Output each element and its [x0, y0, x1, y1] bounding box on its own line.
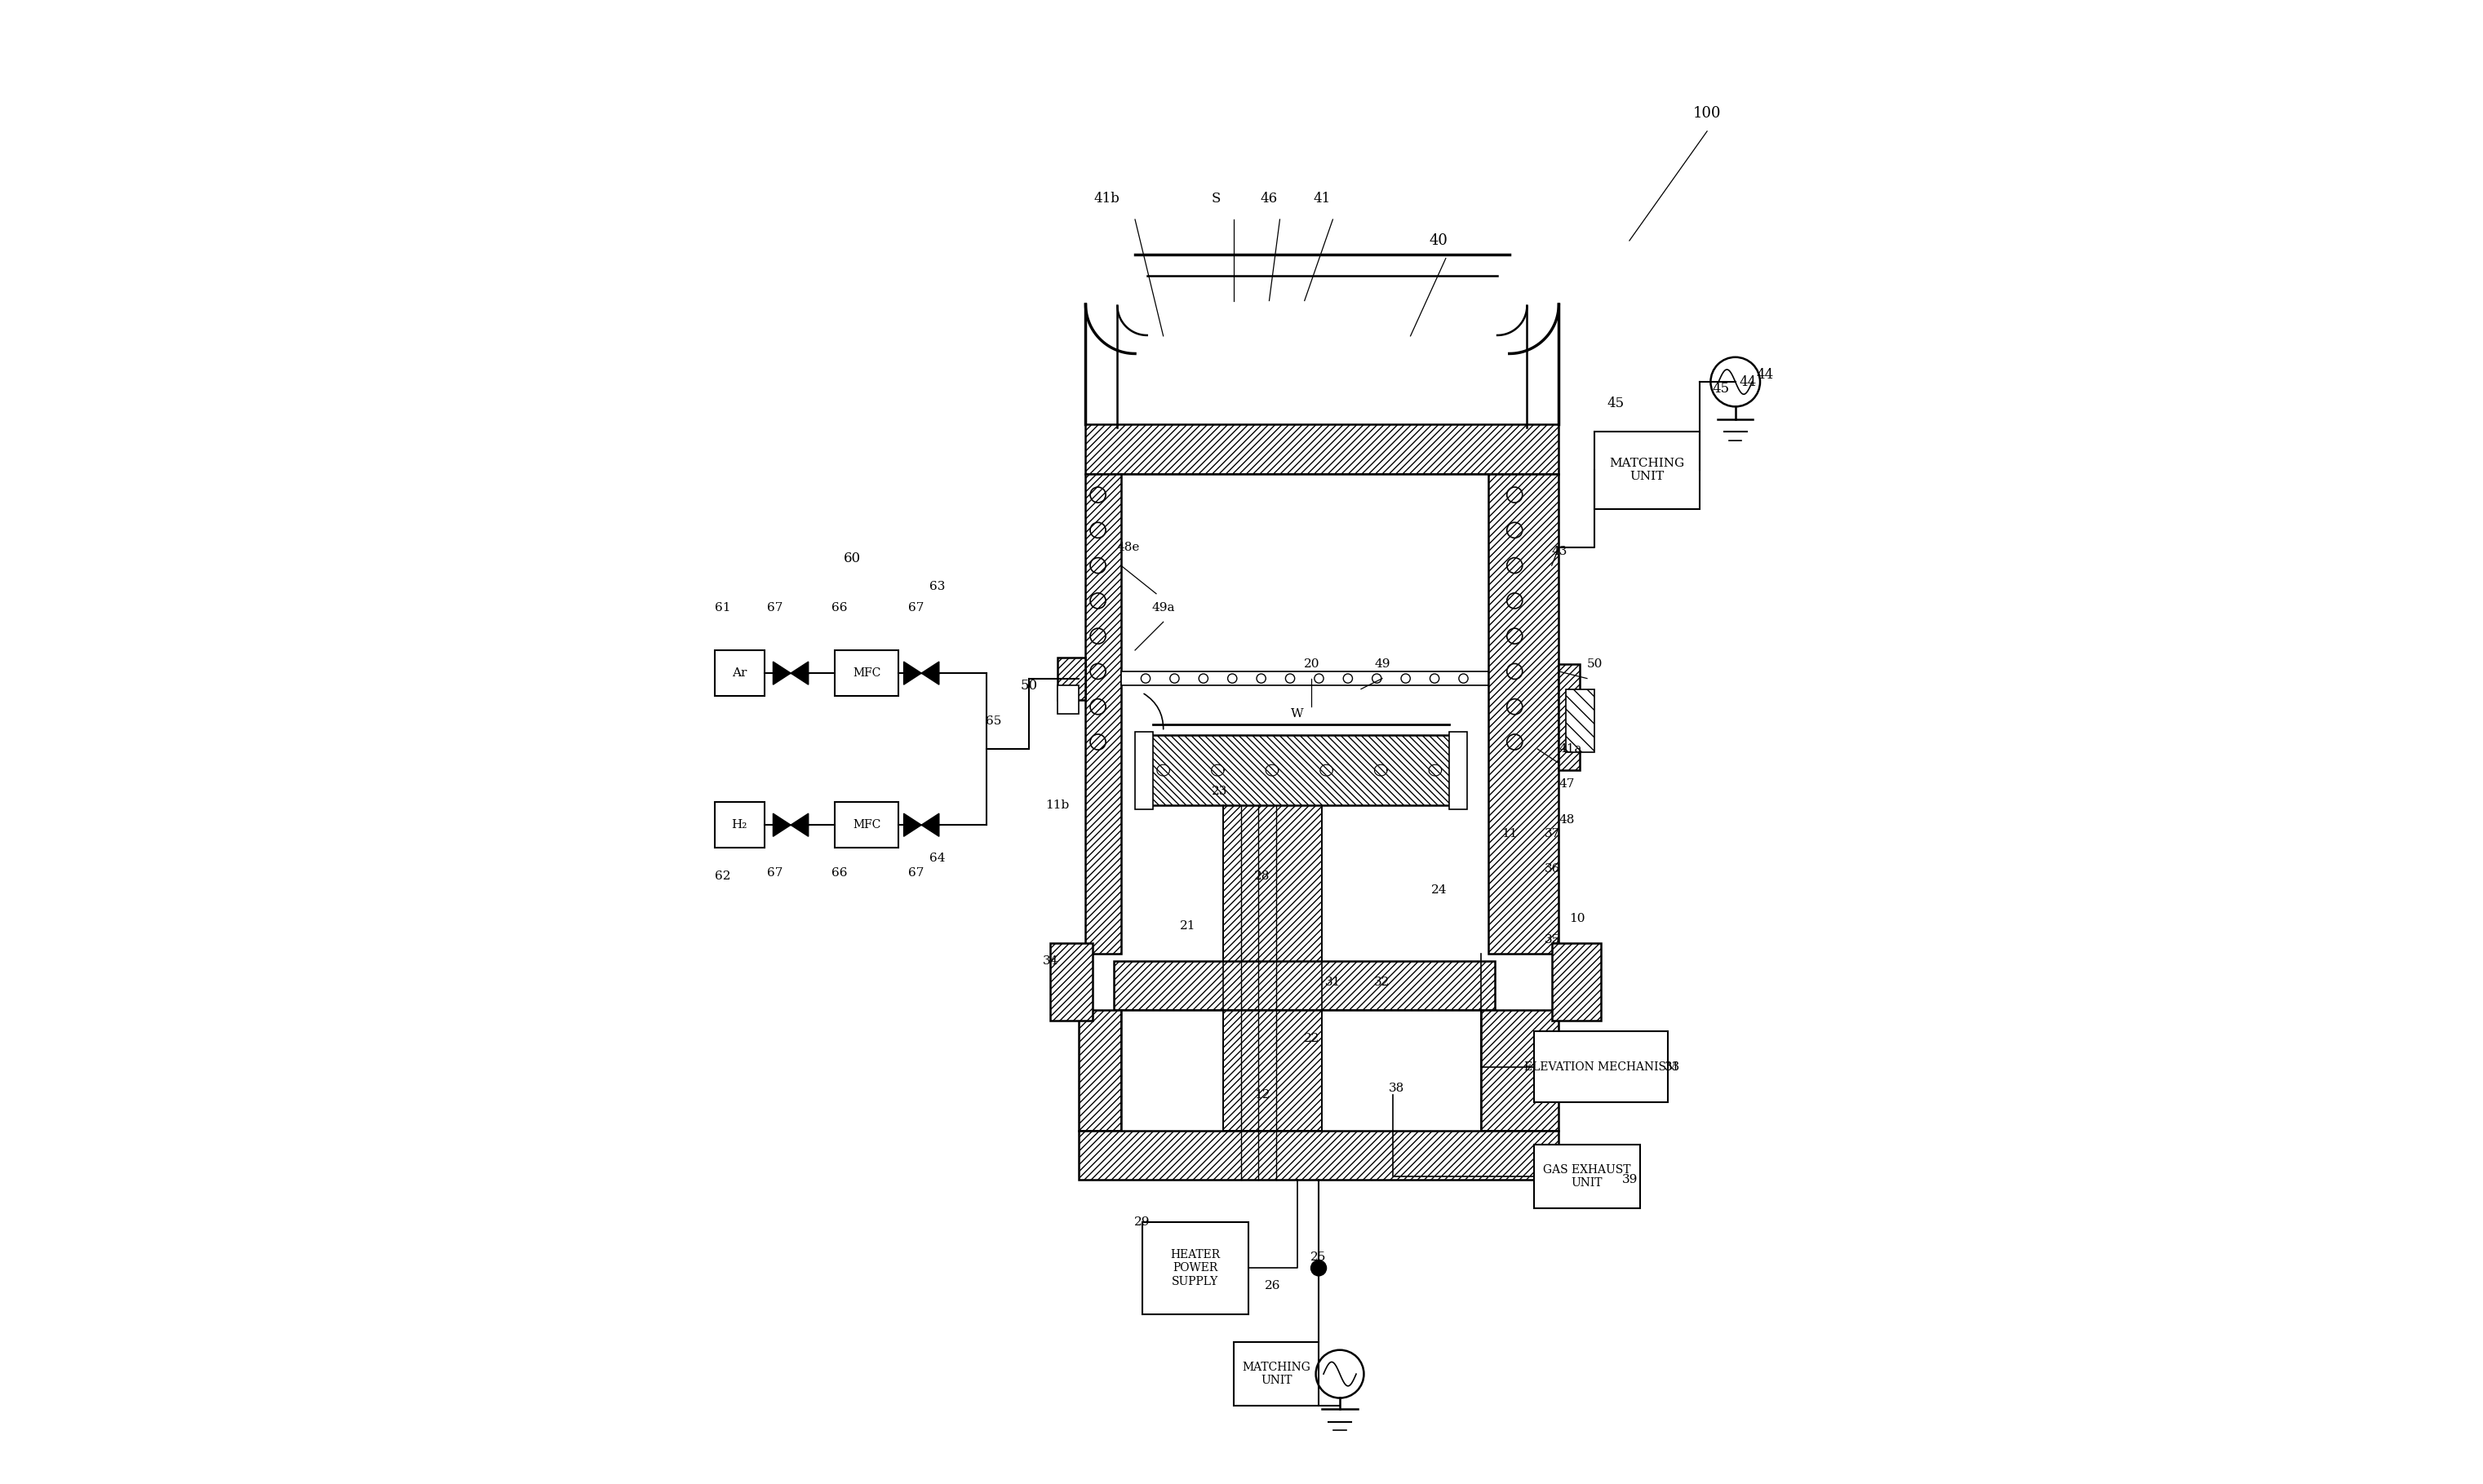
Text: 100: 100 [1693, 107, 1721, 120]
Text: 48e: 48e [1117, 542, 1140, 554]
Text: 63: 63 [929, 580, 946, 592]
Bar [1559, 665, 1579, 770]
Text: 22: 22 [1304, 1033, 1318, 1045]
Bar [1150, 735, 1453, 806]
Text: 26: 26 [1264, 1281, 1281, 1291]
Bar [1450, 732, 1467, 809]
Text: 41b: 41b [1095, 191, 1120, 205]
Text: HEATER
POWER
SUPPLY: HEATER POWER SUPPLY [1169, 1250, 1219, 1287]
Text: 47: 47 [1559, 779, 1574, 789]
Text: 50: 50 [1021, 678, 1038, 693]
Bar [1142, 1223, 1249, 1313]
Text: H₂: H₂ [732, 819, 747, 831]
Text: 23: 23 [1212, 785, 1227, 797]
Text: 24: 24 [1430, 884, 1448, 896]
Text: W: W [1291, 708, 1304, 720]
Text: 44: 44 [1755, 368, 1773, 381]
Text: 41: 41 [1314, 191, 1331, 205]
Text: 28: 28 [1254, 871, 1271, 881]
Bar [1058, 657, 1085, 699]
Text: 46: 46 [1261, 191, 1279, 205]
Text: 64: 64 [929, 853, 946, 864]
Text: 39: 39 [1621, 1174, 1639, 1186]
Polygon shape [772, 813, 790, 837]
Text: MATCHING
UNIT: MATCHING UNIT [1609, 459, 1683, 482]
Bar [1078, 1011, 1120, 1131]
Bar [1085, 473, 1120, 954]
Text: 20: 20 [1304, 659, 1318, 671]
Bar [1480, 1011, 1559, 1131]
Text: 33: 33 [1664, 1061, 1681, 1073]
Circle shape [1311, 1260, 1326, 1276]
Text: 48: 48 [1559, 813, 1574, 825]
Text: 35: 35 [1544, 933, 1559, 945]
Text: 67: 67 [767, 867, 782, 879]
Polygon shape [904, 662, 921, 684]
Text: 11b: 11b [1045, 800, 1070, 812]
Bar [1120, 671, 1487, 686]
Bar [715, 801, 765, 847]
Text: 11: 11 [1502, 828, 1517, 840]
Polygon shape [790, 662, 809, 684]
Text: 60: 60 [844, 552, 862, 565]
Text: 67: 67 [767, 603, 782, 613]
Text: 37: 37 [1544, 828, 1559, 840]
Text: 50: 50 [1587, 659, 1604, 671]
Polygon shape [904, 813, 921, 837]
Text: 38: 38 [1388, 1082, 1405, 1094]
Text: 61: 61 [715, 603, 730, 613]
Bar [1534, 1144, 1639, 1208]
Polygon shape [921, 662, 939, 684]
Bar [1085, 424, 1559, 473]
Text: 40: 40 [1430, 233, 1448, 248]
Text: 32: 32 [1373, 976, 1390, 988]
Text: 49a: 49a [1152, 603, 1174, 613]
Polygon shape [921, 813, 939, 837]
Text: MFC: MFC [852, 819, 881, 831]
Bar [1224, 806, 1321, 1131]
Bar [1050, 944, 1093, 1021]
Bar [834, 801, 899, 847]
Text: 10: 10 [1569, 913, 1584, 925]
Bar [1534, 1031, 1669, 1103]
Text: 12: 12 [1254, 1089, 1271, 1101]
Bar [715, 650, 765, 696]
Polygon shape [790, 813, 809, 837]
Bar [1487, 473, 1559, 954]
Polygon shape [772, 662, 790, 684]
Bar [1058, 686, 1078, 714]
Text: MFC: MFC [852, 668, 881, 678]
Text: 29: 29 [1135, 1217, 1150, 1227]
Text: 25: 25 [1311, 1252, 1326, 1263]
Bar [1594, 432, 1701, 509]
Bar [1078, 1131, 1559, 1180]
Text: 41a: 41a [1559, 743, 1582, 755]
Text: MATCHING
UNIT: MATCHING UNIT [1242, 1362, 1311, 1386]
Text: 44: 44 [1738, 375, 1755, 389]
Bar [1552, 944, 1602, 1021]
Bar [1234, 1342, 1318, 1405]
Text: ELEVATION MECHANISM: ELEVATION MECHANISM [1525, 1061, 1679, 1073]
Text: 67: 67 [909, 603, 924, 613]
Text: 43: 43 [1552, 546, 1567, 556]
Text: 45: 45 [1607, 396, 1624, 410]
Text: 67: 67 [909, 867, 924, 879]
Text: 34: 34 [1043, 956, 1058, 966]
Text: 66: 66 [832, 867, 847, 879]
Text: S: S [1212, 191, 1222, 205]
Text: 66: 66 [832, 603, 847, 613]
Bar [1567, 689, 1594, 752]
Text: 45: 45 [1713, 381, 1731, 396]
Text: 36: 36 [1544, 864, 1559, 874]
Text: Ar: Ar [732, 668, 747, 678]
Bar [834, 650, 899, 696]
Text: 21: 21 [1179, 920, 1197, 932]
Text: 49: 49 [1373, 659, 1390, 671]
Text: 62: 62 [715, 871, 730, 881]
Text: GAS EXHAUST
UNIT: GAS EXHAUST UNIT [1542, 1163, 1631, 1189]
Bar [1135, 732, 1152, 809]
Text: 65: 65 [986, 715, 1001, 727]
Bar [1115, 962, 1495, 1011]
Text: 31: 31 [1326, 976, 1341, 988]
